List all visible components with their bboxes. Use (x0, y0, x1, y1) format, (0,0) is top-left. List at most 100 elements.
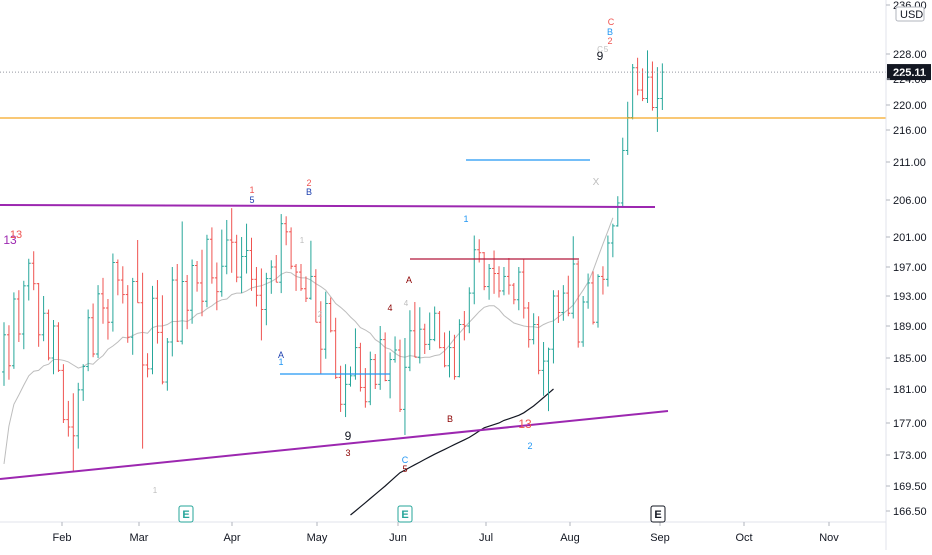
ohlc-bar[interactable] (600, 266, 605, 295)
earnings-badge[interactable]: E (178, 505, 194, 523)
ohlc-bar[interactable] (76, 382, 81, 449)
ohlc-bar[interactable] (640, 68, 645, 102)
ohlc-bar[interactable] (591, 271, 596, 325)
ohlc-bar[interactable] (289, 227, 294, 270)
ohlc-bar[interactable] (645, 50, 650, 104)
ohlc-bar[interactable] (185, 274, 190, 330)
ohlc-bar[interactable] (36, 282, 41, 347)
earnings-badge[interactable]: E (397, 505, 413, 523)
ohlc-bar[interactable] (249, 237, 254, 291)
ohlc-bar[interactable] (269, 260, 274, 294)
ohlc-bar[interactable] (259, 268, 264, 341)
ohlc-bar[interactable] (170, 267, 175, 357)
ohlc-bar[interactable] (71, 393, 76, 472)
ohlc-bar[interactable] (417, 307, 422, 364)
ohlc-bar[interactable] (234, 234, 239, 283)
ohlc-bar[interactable] (46, 309, 51, 361)
ohlc-bar[interactable] (378, 326, 383, 390)
ohlc-bar[interactable] (447, 330, 452, 378)
ohlc-bar[interactable] (571, 236, 576, 319)
ohlc-bar[interactable] (229, 208, 234, 273)
ohlc-bar[interactable] (308, 240, 313, 300)
ohlc-bar[interactable] (26, 258, 31, 301)
ohlc-bar[interactable] (660, 63, 665, 110)
ohlc-bar[interactable] (353, 328, 358, 380)
ohlc-bar[interactable] (487, 264, 492, 300)
ohlc-bar[interactable] (383, 332, 388, 382)
ohlc-bar[interactable] (541, 342, 546, 396)
ohlc-bar[interactable] (556, 290, 561, 323)
ohlc-bar[interactable] (516, 267, 521, 311)
ohlc-bar[interactable] (492, 250, 497, 294)
ohlc-bar[interactable] (620, 137, 625, 207)
ohlc-bar[interactable] (81, 364, 86, 401)
ohlc-bar[interactable] (214, 262, 219, 311)
ohlc-bar[interactable] (521, 258, 526, 319)
ohlc-bar[interactable] (130, 277, 135, 355)
ohlc-bar[interactable] (16, 290, 21, 342)
ohlc-bar[interactable] (561, 285, 566, 321)
ohlc-bar[interactable] (482, 252, 487, 291)
ohlc-bar[interactable] (457, 319, 462, 378)
ohlc-bar[interactable] (407, 310, 412, 372)
ohlc-bar[interactable] (501, 267, 506, 296)
ohlc-bar[interactable] (110, 253, 115, 332)
ohlc-bar[interactable] (66, 400, 71, 437)
ohlc-bar[interactable] (120, 266, 125, 304)
ohlc-bar[interactable] (21, 280, 26, 350)
ohlc-bar[interactable] (511, 282, 516, 305)
ohlc-bar[interactable] (200, 249, 204, 317)
ohlc-bar[interactable] (432, 306, 437, 342)
ohlc-bar[interactable] (566, 275, 571, 317)
ohlc-bar[interactable] (165, 338, 170, 391)
ohlc-bar[interactable] (11, 292, 16, 369)
ohlc-bar[interactable] (402, 338, 407, 435)
ohlc-bar[interactable] (31, 251, 36, 291)
ohlc-bar[interactable] (135, 240, 140, 304)
ohlc-bar[interactable] (472, 235, 477, 305)
ohlc-bar[interactable] (224, 219, 229, 275)
ohlc-bar[interactable] (86, 309, 91, 372)
ohlc-bar[interactable] (398, 339, 402, 412)
ohlc-bar[interactable] (536, 316, 541, 375)
ohlc-bar[interactable] (323, 291, 328, 359)
ohlc-bar[interactable] (363, 368, 368, 408)
ohlc-bar[interactable] (596, 274, 600, 328)
ohlc-bar[interactable] (318, 301, 323, 375)
ohlc-bar[interactable] (422, 323, 427, 354)
ohlc-bar[interactable] (180, 221, 185, 345)
ohlc-bar[interactable] (605, 235, 610, 287)
ohlc-bar[interactable] (388, 352, 393, 399)
ohlc-bar[interactable] (6, 325, 11, 380)
ohlc-bar[interactable] (650, 61, 655, 111)
ohlc-bar[interactable] (427, 312, 432, 351)
ohlc-bar[interactable] (412, 302, 417, 358)
ohlc-bar[interactable] (195, 261, 200, 292)
ohlc-bar[interactable] (313, 269, 318, 323)
ohlc-bar[interactable] (531, 313, 536, 345)
ohlc-bar[interactable] (462, 311, 467, 341)
ohlc-bar[interactable] (160, 295, 165, 385)
ohlc-bar[interactable] (125, 285, 130, 343)
ohlc-bar[interactable] (299, 264, 303, 291)
ohlc-bar[interactable] (294, 264, 299, 291)
ohlc-bar[interactable] (338, 365, 343, 412)
ohlc-bar[interactable] (526, 302, 531, 348)
ohlc-bar[interactable] (576, 260, 581, 348)
ohlc-bar[interactable] (56, 322, 61, 372)
ohlc-bar[interactable] (2, 322, 6, 386)
ohlc-bar[interactable] (328, 297, 333, 333)
ohlc-bar[interactable] (610, 223, 615, 258)
ohlc-bar[interactable] (190, 259, 195, 324)
ohlc-bar[interactable] (101, 277, 105, 324)
ohlc-bar[interactable] (209, 227, 214, 284)
ohlc-bar[interactable] (140, 272, 145, 449)
lower-trendline[interactable] (0, 410, 669, 480)
ohlc-bar[interactable] (635, 57, 640, 96)
ohlc-bar[interactable] (467, 287, 472, 334)
ohlc-bar[interactable] (279, 214, 284, 294)
ohlc-bar[interactable] (452, 334, 457, 380)
ohlc-bar[interactable] (630, 64, 635, 120)
ohlc-bar[interactable] (254, 267, 259, 307)
